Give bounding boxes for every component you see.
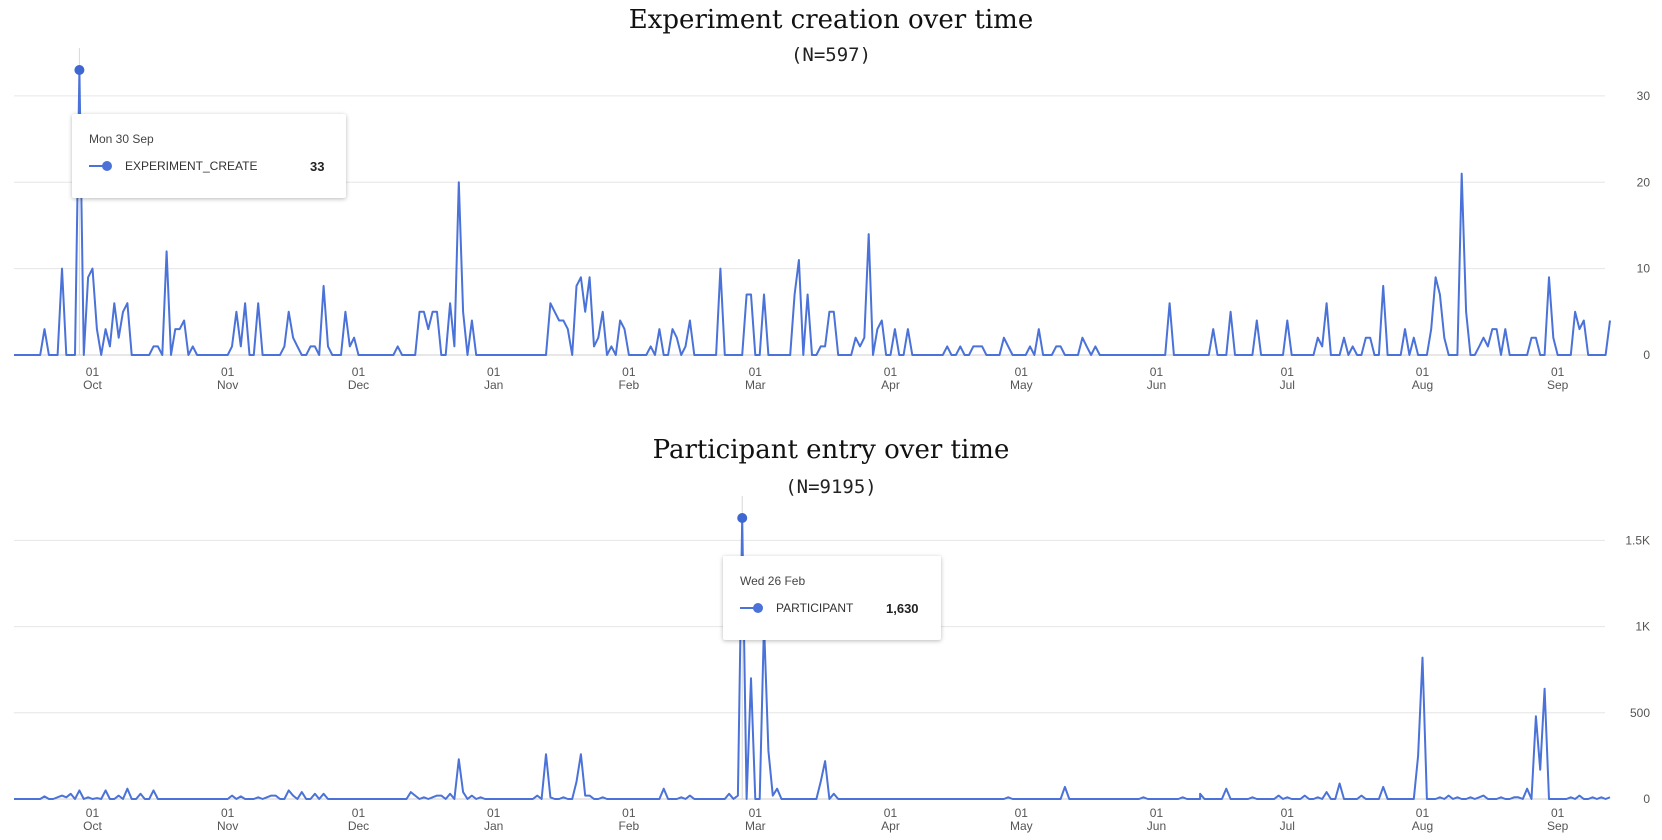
chart-2-title: Participant entry over time (652, 435, 1010, 465)
x-tick-month-label: Apr (881, 819, 900, 833)
y-tick-label: 1.5K (1625, 533, 1650, 547)
chart-1-svg: 010203001Oct01Nov01Dec01Jan01Feb01Mar01A… (14, 48, 1651, 392)
series-swatch-icon (89, 160, 113, 172)
x-tick-month-label: Feb (619, 378, 640, 392)
series-line-participant (14, 517, 1611, 800)
x-tick-month-label: Aug (1412, 819, 1433, 833)
x-tick-day-label: 01 (749, 365, 763, 379)
x-tick-month-label: Jan (484, 819, 503, 833)
x-tick-day-label: 01 (622, 806, 636, 820)
x-tick-month-label: Aug (1412, 378, 1433, 392)
x-tick-month-label: Oct (83, 819, 102, 833)
y-tick-label: 0 (1643, 348, 1650, 362)
x-tick-day-label: 01 (221, 806, 235, 820)
chart-2-tooltip: Wed 26 Feb PARTICIPANT 1,630 (723, 556, 941, 640)
x-tick-day-label: 01 (1416, 365, 1430, 379)
chart-1-subtitle: (N=597) (790, 44, 872, 66)
x-tick-day-label: 01 (1551, 365, 1565, 379)
x-tick-day-label: 01 (1015, 806, 1029, 820)
x-tick-month-label: Nov (217, 378, 238, 392)
x-tick-day-label: 01 (1281, 365, 1295, 379)
x-tick-month-label: Mar (745, 378, 766, 392)
x-tick-day-label: 01 (1150, 806, 1164, 820)
x-tick-day-label: 01 (1416, 806, 1430, 820)
x-tick-month-label: Dec (348, 378, 369, 392)
x-tick-day-label: 01 (86, 365, 100, 379)
x-tick-month-label: Nov (217, 819, 238, 833)
x-tick-month-label: Jun (1147, 819, 1166, 833)
chart-2-svg: 05001K1.5K01Oct01Nov01Dec01Jan01Feb01Mar… (14, 496, 1650, 833)
x-tick-day-label: 01 (352, 806, 366, 820)
series-swatch-icon (740, 602, 764, 614)
x-tick-day-label: 01 (749, 806, 763, 820)
x-tick-day-label: 01 (884, 806, 898, 820)
series-line-experiment_create (14, 69, 1611, 356)
x-tick-day-label: 01 (487, 365, 501, 379)
x-tick-month-label: Sep (1547, 378, 1569, 392)
y-tick-label: 20 (1637, 175, 1651, 189)
x-tick-day-label: 01 (622, 365, 636, 379)
y-tick-label: 500 (1630, 706, 1650, 720)
tooltip-date: Wed 26 Feb (740, 574, 806, 588)
x-tick-month-label: May (1010, 378, 1033, 392)
x-tick-day-label: 01 (1551, 806, 1565, 820)
x-tick-month-label: Jun (1147, 378, 1166, 392)
chart-1-tooltip: Mon 30 Sep EXPERIMENT_CREATE 33 (72, 114, 346, 198)
tooltip-value: 33 (310, 159, 325, 174)
x-tick-day-label: 01 (1015, 365, 1029, 379)
x-tick-month-label: Jul (1280, 819, 1295, 833)
y-tick-label: 10 (1637, 262, 1651, 276)
x-tick-month-label: Apr (881, 378, 900, 392)
x-tick-day-label: 01 (1150, 365, 1164, 379)
x-tick-month-label: Sep (1547, 819, 1569, 833)
chart-2-subtitle: (N=9195) (785, 476, 877, 498)
y-tick-label: 1K (1635, 620, 1650, 634)
x-tick-day-label: 01 (487, 806, 501, 820)
x-tick-day-label: 01 (352, 365, 366, 379)
tooltip-series-name: EXPERIMENT_CREATE (125, 159, 258, 173)
hovered-point-marker (74, 65, 85, 75)
x-tick-month-label: Oct (83, 378, 102, 392)
tooltip-row: PARTICIPANT (740, 600, 853, 616)
tooltip-date: Mon 30 Sep (89, 132, 154, 146)
x-tick-month-label: Mar (745, 819, 766, 833)
chart-1-title: Experiment creation over time (628, 5, 1034, 35)
x-tick-day-label: 01 (86, 806, 100, 820)
hovered-point-marker (737, 513, 748, 523)
x-tick-month-label: Jan (484, 378, 503, 392)
tooltip-series-name: PARTICIPANT (776, 601, 854, 615)
x-tick-month-label: Jul (1280, 378, 1295, 392)
y-tick-label: 30 (1637, 89, 1651, 103)
tooltip-value: 1,630 (886, 601, 919, 616)
x-tick-month-label: Dec (348, 819, 369, 833)
x-tick-month-label: Feb (619, 819, 640, 833)
x-tick-day-label: 01 (1281, 806, 1295, 820)
x-tick-day-label: 01 (884, 365, 898, 379)
y-tick-label: 0 (1643, 792, 1650, 806)
x-tick-day-label: 01 (221, 365, 235, 379)
tooltip-row: EXPERIMENT_CREATE (89, 158, 257, 174)
x-tick-month-label: May (1010, 819, 1033, 833)
